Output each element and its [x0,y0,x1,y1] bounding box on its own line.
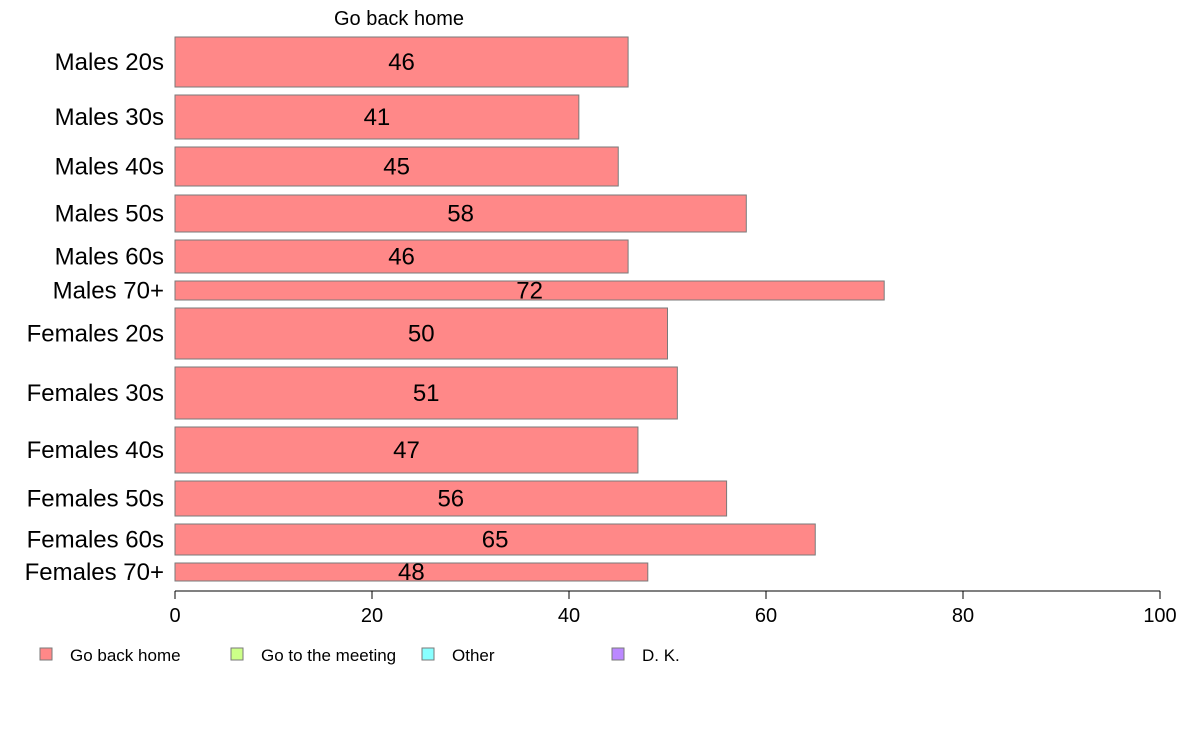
bar [174,36,629,88]
category-label: Females 50s [27,486,164,513]
legend-swatch [611,647,625,661]
x-tick-label: 60 [755,605,777,627]
legend-label: Go back home [70,646,181,665]
category-label: Females 30s [27,380,164,407]
bar [174,146,619,187]
bar [174,426,639,474]
legend-label: D. K. [642,646,680,665]
x-tick-label: 80 [952,605,974,627]
bar [174,307,668,360]
bar [174,239,629,274]
bar-value-label: 47 [393,437,420,464]
bar-value-label: 48 [398,559,425,586]
legend-swatch [230,647,244,661]
category-label: Males 60s [55,244,164,271]
bar-value-label: 65 [482,527,509,554]
bar-value-label: 50 [408,321,435,348]
category-label: Females 70+ [25,559,164,586]
category-label: Males 30s [55,104,164,131]
category-label: Males 70+ [53,278,164,305]
bar [174,480,728,517]
category-label: Females 40s [27,437,164,464]
category-label: Males 20s [55,49,164,76]
legend-swatch [39,647,53,661]
bar [174,562,649,582]
bar [174,280,885,301]
category-label: Females 20s [27,321,164,348]
bar-value-label: 46 [388,244,415,271]
bar [174,523,816,556]
bar-value-label: 45 [383,154,410,181]
bar-value-label: 51 [413,380,440,407]
legend-label: Go to the meeting [261,646,396,665]
category-label: Females 60s [27,527,164,554]
bar-value-label: 46 [388,49,415,76]
bar [174,194,747,233]
bar-value-label: 41 [364,104,391,131]
category-label: Males 50s [55,201,164,228]
x-tick-label: 40 [558,605,580,627]
legend-swatch [421,647,435,661]
bar-value-label: 72 [516,278,543,305]
bar-value-label: 58 [447,201,474,228]
legend-label: Other [452,646,495,665]
chart-title: Go back home [334,8,464,30]
bar [174,94,580,140]
x-tick-label: 100 [1143,605,1176,627]
category-label: Males 40s [55,154,164,181]
bar-value-label: 56 [437,486,464,513]
x-tick-label: 20 [361,605,383,627]
x-tick-label: 0 [169,605,180,627]
bar [174,366,678,420]
